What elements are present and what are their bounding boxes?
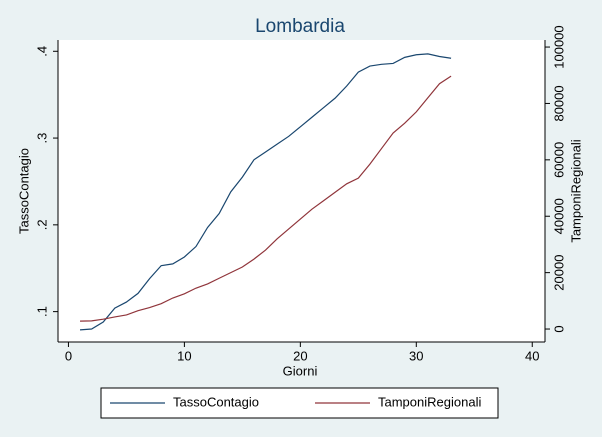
y-tick-label: .1 — [34, 306, 49, 317]
y2-tick-label: 40000 — [551, 198, 566, 234]
legend — [100, 387, 499, 419]
y-tick-label: .3 — [34, 133, 49, 144]
x-tick-label: 10 — [177, 348, 191, 363]
legend-label: TamponiRegionali — [378, 394, 481, 409]
y-tick-label: .4 — [34, 46, 49, 57]
x-tick-label: 30 — [409, 348, 423, 363]
y2-tick-label: 80000 — [551, 85, 566, 121]
y2-tick-label: 100000 — [551, 25, 566, 68]
series-line — [79, 53, 452, 331]
chart-title: Lombardia — [255, 16, 345, 37]
y2-tick-label: 20000 — [551, 255, 566, 291]
y2-tick-label: 0 — [551, 325, 566, 332]
x-axis-title: Giorni — [283, 363, 318, 378]
y2-tick-label: 60000 — [551, 142, 566, 178]
y-tick-label: .2 — [34, 219, 49, 230]
x-tick-label: 40 — [525, 348, 539, 363]
legend-label: TassoContagio — [173, 394, 259, 409]
x-tick-label: 0 — [65, 348, 72, 363]
x-tick-label: 20 — [293, 348, 307, 363]
series-line — [80, 75, 452, 322]
y2-axis-title: TamponiRegionali — [568, 139, 583, 242]
y-axis-title: TassoContagio — [16, 148, 31, 234]
plot-area — [58, 40, 545, 342]
